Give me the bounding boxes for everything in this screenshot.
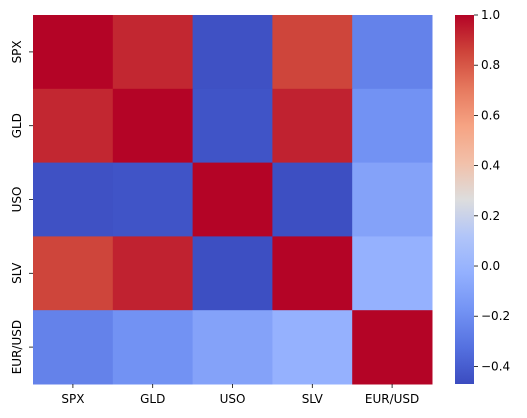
heatmap-cell — [192, 88, 273, 164]
colorbar-tick-label: 0.4 — [481, 159, 500, 173]
y-tick-label: EUR/USD — [10, 320, 24, 374]
colorbar-tick-label: 0.0 — [481, 259, 500, 273]
heatmap-cell — [272, 310, 353, 385]
heatmap-cell — [33, 236, 114, 311]
heatmap-cell — [192, 310, 273, 385]
x-axis: SPX GLD USO SLV EUR/USD — [61, 384, 419, 406]
heatmap-cell — [352, 88, 433, 164]
heatmap-cell — [192, 236, 273, 311]
heatmap-cell — [352, 15, 433, 90]
heatmap-cell — [272, 162, 353, 237]
y-axis: SPX GLD USO SLV EUR/USD — [10, 40, 33, 374]
heatmap-cell — [272, 15, 353, 90]
colorbar-tick-label: 1.0 — [481, 8, 500, 22]
colorbar-tick-label: 0.8 — [481, 58, 500, 72]
colorbar-tick-label: 0.2 — [481, 209, 500, 223]
heatmap-cell — [272, 236, 353, 311]
heatmap-cell — [112, 15, 194, 90]
x-tick-label: GLD — [140, 392, 165, 406]
heatmap-cell — [33, 88, 114, 164]
colorbar: 1.0 0.8 0.6 0.4 0.2 0.0 −0.2 −0.4 — [455, 8, 510, 384]
x-tick-label: EUR/USD — [365, 392, 419, 406]
y-tick-label: SPX — [10, 40, 24, 63]
colorbar-gradient — [455, 15, 474, 384]
colorbar-tick-label: −0.2 — [481, 309, 510, 323]
heatmap-cell — [352, 310, 433, 385]
x-tick-label: SLV — [302, 392, 324, 406]
heatmap-cell — [192, 162, 273, 237]
y-tick-label: GLD — [10, 113, 24, 138]
heatmap-cell — [352, 162, 433, 237]
heatmap-cell — [33, 162, 114, 237]
x-tick-label: USO — [220, 392, 246, 406]
heatmap-cell — [33, 15, 114, 90]
heatmap-cell — [112, 310, 194, 385]
x-tick-label: SPX — [61, 392, 84, 406]
colorbar-tick-label: 0.6 — [481, 108, 500, 122]
y-tick-label: SLV — [10, 262, 24, 284]
heatmap-cell — [352, 236, 433, 311]
colorbar-tick-label: −0.4 — [481, 359, 510, 373]
heatmap-cells — [33, 15, 433, 385]
y-tick-label: USO — [10, 187, 24, 213]
heatmap-cell — [192, 15, 273, 90]
heatmap-cell — [112, 88, 194, 164]
colorbar-ticks: 1.0 0.8 0.6 0.4 0.2 0.0 −0.2 −0.4 — [474, 8, 510, 373]
heatmap-cell — [112, 162, 194, 237]
heatmap-cell — [272, 88, 353, 164]
heatmap-cell — [33, 310, 114, 385]
heatmap-cell — [112, 236, 194, 311]
